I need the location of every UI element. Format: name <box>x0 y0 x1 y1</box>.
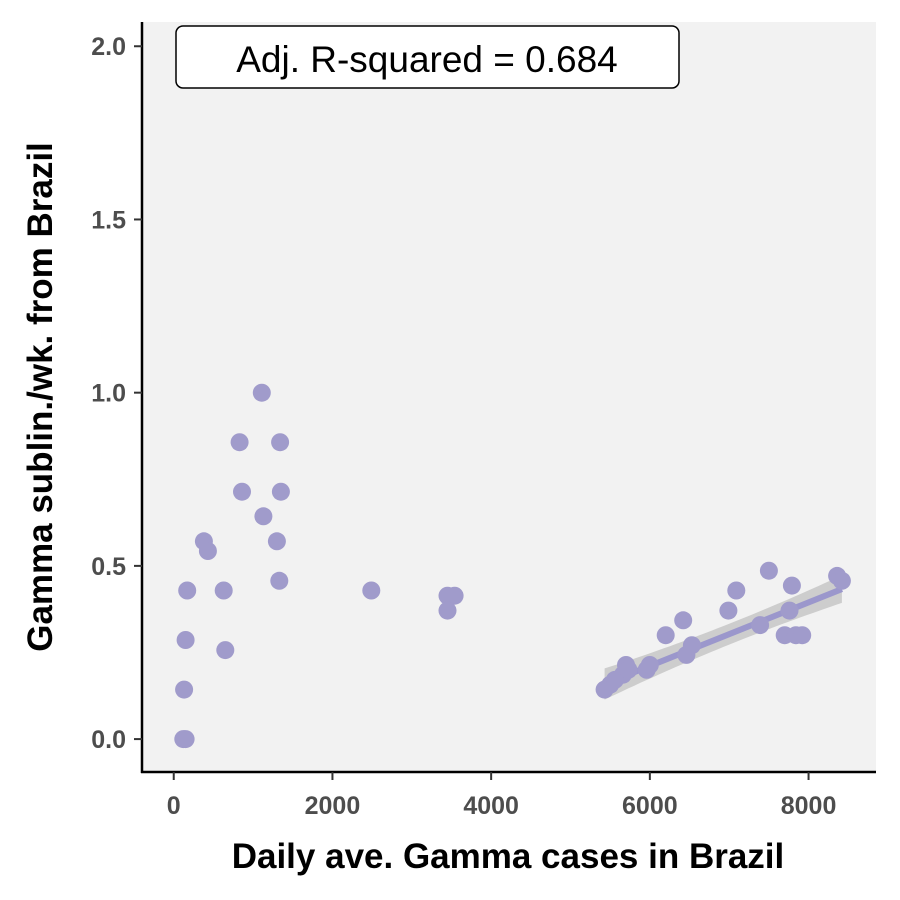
data-point <box>176 631 195 649</box>
y-tick-label: 1.0 <box>91 380 126 408</box>
x-axis-ticks: 0 2000 4000 6000 8000 <box>167 772 837 820</box>
data-point <box>719 601 738 620</box>
data-point <box>832 571 851 590</box>
data-point <box>176 730 195 749</box>
y-axis-ticks: 0.0 0.5 1.0 1.5 2.0 <box>91 33 142 754</box>
data-point <box>782 576 801 595</box>
data-point <box>230 433 249 452</box>
data-point <box>619 660 638 679</box>
data-point <box>216 641 235 660</box>
annotation-text: Adj. R-squared = 0.684 <box>236 39 618 80</box>
data-point <box>270 571 289 590</box>
data-point <box>751 616 770 635</box>
x-tick-label: 4000 <box>463 792 519 820</box>
data-point <box>780 601 799 620</box>
y-axis-title: Gamma sublin./wk. from Brazil <box>21 142 60 652</box>
data-point <box>254 507 273 526</box>
x-axis-title: Daily ave. Gamma cases in Brazil <box>232 837 785 876</box>
data-point <box>727 581 746 600</box>
data-point <box>214 581 233 600</box>
data-point <box>656 626 675 645</box>
data-point <box>362 581 381 600</box>
x-tick-label: 6000 <box>622 792 678 820</box>
data-point <box>793 626 812 645</box>
y-tick-label: 1.5 <box>91 206 126 234</box>
data-point <box>445 586 464 605</box>
data-point <box>640 656 659 674</box>
data-point <box>252 383 271 402</box>
data-point <box>178 581 197 600</box>
data-point <box>682 636 701 655</box>
x-tick-label: 0 <box>167 792 181 820</box>
data-point <box>271 482 290 501</box>
annotation-box <box>175 25 680 89</box>
data-point <box>233 482 251 501</box>
data-points <box>174 383 851 749</box>
data-point <box>438 601 457 620</box>
data-point <box>674 611 693 630</box>
y-tick-label: 0.5 <box>91 553 126 581</box>
x-tick-label: 2000 <box>305 792 361 820</box>
data-point <box>175 680 194 699</box>
plot-panel <box>142 22 876 772</box>
data-point <box>759 561 778 580</box>
data-point <box>198 542 217 560</box>
y-tick-label: 2.0 <box>91 33 126 61</box>
data-point <box>267 532 286 551</box>
y-tick-label: 0.0 <box>91 726 126 754</box>
x-tick-label: 8000 <box>781 792 837 820</box>
r-squared-annotation: Adj. R-squared = 0.684 <box>175 25 680 89</box>
data-point <box>271 433 290 452</box>
